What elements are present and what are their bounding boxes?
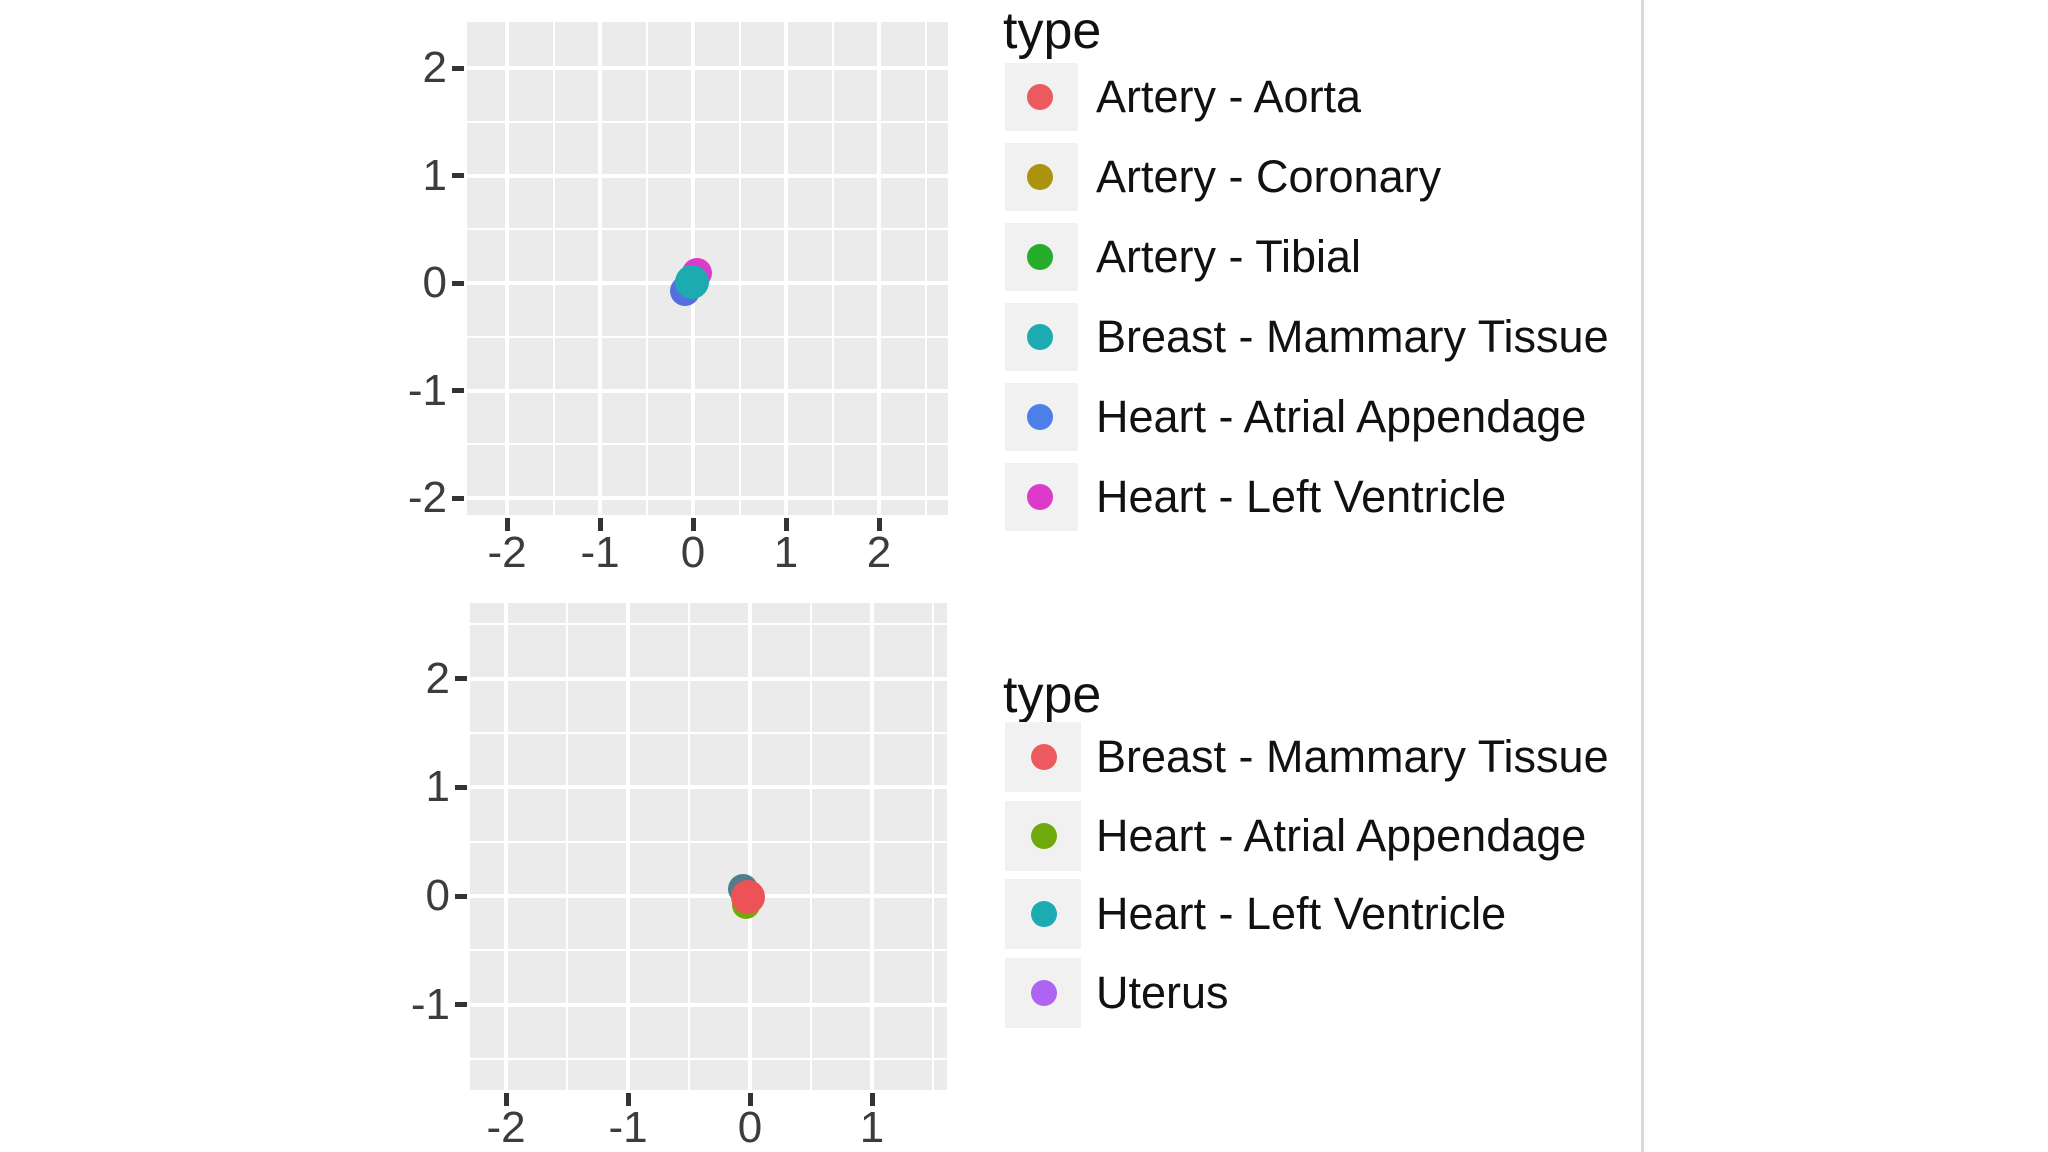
gridline xyxy=(467,66,948,70)
gridline xyxy=(877,22,881,515)
y-axis-tick xyxy=(452,495,464,501)
y-axis-tick-label: 0 xyxy=(425,871,450,920)
gridline xyxy=(932,603,934,1090)
y-axis-tick xyxy=(455,893,467,899)
gridline xyxy=(467,173,948,178)
gridline xyxy=(470,1058,947,1061)
y-axis-tick xyxy=(455,1002,467,1008)
gridline xyxy=(738,22,741,515)
gridline xyxy=(870,603,874,1090)
x-axis-tick xyxy=(690,518,696,531)
x-axis-tick xyxy=(783,518,789,531)
gridline xyxy=(688,603,690,1090)
x-axis-tick-label: -2 xyxy=(487,528,527,577)
y-axis-tick-label: 0 xyxy=(422,258,447,307)
gridline xyxy=(470,949,947,952)
gridline xyxy=(470,1002,947,1007)
x-axis-tick xyxy=(876,518,882,531)
x-axis-tick xyxy=(869,1093,875,1106)
x-axis-tick xyxy=(747,1093,753,1106)
y-axis-tick xyxy=(455,784,467,790)
y-axis-tick-label: -1 xyxy=(410,979,450,1029)
x-axis-tick-label: -1 xyxy=(580,528,620,577)
x-axis-tick xyxy=(625,1093,631,1106)
y-axis-tick xyxy=(452,65,464,71)
data-point xyxy=(730,880,765,915)
y-axis-tick-label: 1 xyxy=(422,150,447,200)
gridline xyxy=(467,388,948,393)
gridline xyxy=(645,22,648,515)
plot-panel xyxy=(470,603,947,1090)
y-axis-tick-label: 2 xyxy=(425,653,450,703)
x-axis-tick-label: 1 xyxy=(773,528,799,577)
gridline xyxy=(924,22,927,515)
gridline xyxy=(470,623,947,626)
gridline xyxy=(467,443,948,446)
y-axis-tick-label: 1 xyxy=(425,762,450,812)
x-axis-tick-label: 0 xyxy=(680,528,706,577)
gridline xyxy=(831,22,834,515)
x-axis-tick xyxy=(597,518,603,531)
y-axis-tick xyxy=(455,676,467,682)
gridline xyxy=(470,840,947,843)
y-axis-tick-label: -2 xyxy=(407,473,447,522)
gridline xyxy=(467,496,948,500)
gridline xyxy=(467,228,948,231)
x-axis-tick xyxy=(503,1093,509,1106)
gridline xyxy=(470,785,947,790)
gridline xyxy=(748,603,752,1090)
gridline xyxy=(504,603,508,1090)
gridline xyxy=(470,676,947,681)
gridline xyxy=(598,22,602,515)
x-axis-tick-label: 0 xyxy=(737,1103,763,1152)
gridline xyxy=(566,603,568,1090)
gridline xyxy=(467,120,948,123)
x-axis-tick-label: -1 xyxy=(608,1103,648,1152)
gridline xyxy=(505,22,509,515)
x-axis-tick-label: -2 xyxy=(486,1103,526,1152)
gridline xyxy=(810,603,812,1090)
gridline xyxy=(470,894,947,898)
y-axis-tick xyxy=(452,388,464,393)
y-axis-tick xyxy=(452,280,464,286)
y-axis-tick-label: -1 xyxy=(407,365,447,415)
x-axis-tick-label: 2 xyxy=(866,528,892,577)
page-divider-line xyxy=(1641,0,1644,1152)
gridline xyxy=(552,22,555,515)
x-axis-tick-label: 1 xyxy=(859,1103,885,1152)
gridline xyxy=(784,22,788,515)
y-axis-tick-label: 2 xyxy=(422,43,447,92)
gridline xyxy=(470,731,947,734)
x-axis-tick xyxy=(504,518,510,531)
y-axis-tick xyxy=(452,173,464,178)
gridline xyxy=(626,603,630,1090)
gridline xyxy=(467,335,948,338)
data-point xyxy=(675,264,710,299)
